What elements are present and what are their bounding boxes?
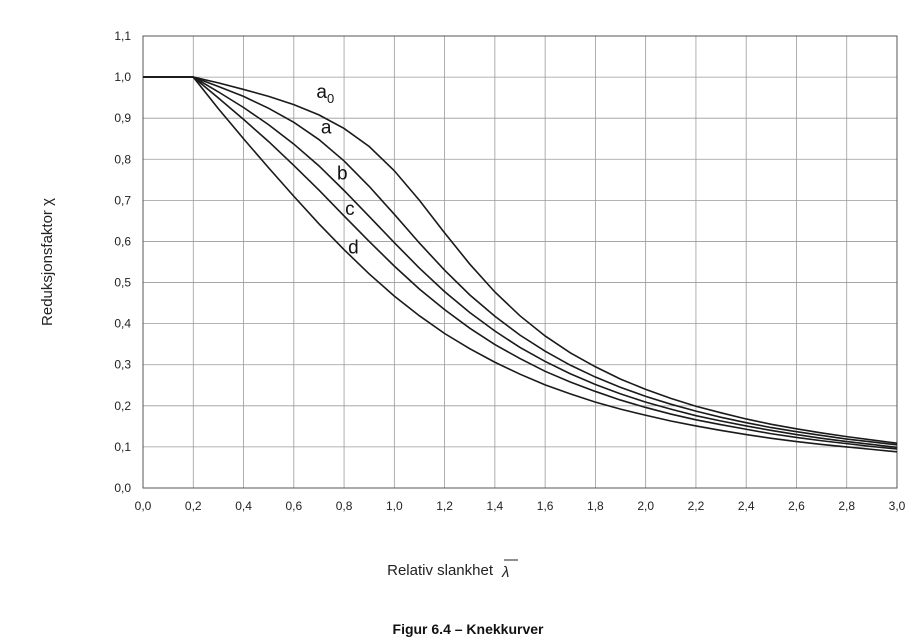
curve-label-4: d — [348, 237, 359, 258]
x-tick-label: 2,4 — [738, 499, 755, 513]
curve-label-subscript: 0 — [327, 91, 334, 106]
y-tick-label: 0,3 — [114, 358, 131, 372]
x-tick-label: 1,6 — [537, 499, 554, 513]
y-tick-label: 1,0 — [114, 70, 131, 84]
x-tick-label: 0,8 — [336, 499, 353, 513]
x-tick-label: 1,2 — [436, 499, 453, 513]
x-tick-label: 0,4 — [235, 499, 252, 513]
x-tick-label: 1,4 — [487, 499, 504, 513]
y-tick-label: 0,8 — [114, 152, 131, 166]
y-tick-label: 0,4 — [114, 317, 131, 331]
curve-label-1: a — [321, 118, 332, 139]
x-tick-label: 3,0 — [889, 499, 906, 513]
series-line-4 — [143, 76, 898, 453]
y-axis-ticks: 0,0 0,1 0,2 0,3 0,4 0,5 0,6 0,7 0,8 0,9 1,0 1,1 — [114, 29, 131, 495]
x-tick-label: 2,6 — [788, 499, 805, 513]
x-tick-label: 0,2 — [185, 499, 202, 513]
y-tick-label: 0,5 — [114, 276, 131, 290]
curve-label-0: a0 — [316, 82, 334, 106]
y-axis-title: Reduksjonsfaktor χ — [39, 198, 56, 326]
x-tick-label: 2,2 — [688, 499, 705, 513]
y-tick-label: 0,6 — [114, 234, 131, 248]
x-tick-label: 0,6 — [285, 499, 302, 513]
figure-caption: Figur 6.4 – Knekkurver — [393, 621, 545, 637]
series-line-0 — [143, 76, 898, 445]
y-tick-label: 0,7 — [114, 193, 131, 207]
x-axis-title: Relativ slankhet — [387, 562, 494, 579]
y-tick-label: 1,1 — [114, 29, 131, 43]
y-tick-label: 0,2 — [114, 399, 131, 413]
x-tick-label: 2,8 — [838, 499, 855, 513]
series-line-2 — [143, 76, 898, 449]
x-tick-label: 2,0 — [637, 499, 654, 513]
x-axis-symbol: λ — [501, 559, 518, 581]
y-tick-label: 0,0 — [114, 481, 131, 495]
y-tick-label: 0,9 — [114, 111, 131, 125]
y-tick-label: 0,1 — [114, 440, 131, 454]
curve-label-2: b — [337, 164, 348, 185]
x-tick-label: 1,8 — [587, 499, 604, 513]
series-group — [143, 76, 898, 453]
curve-label-3: c — [345, 199, 355, 220]
plot-frame — [142, 35, 898, 489]
x-axis-ticks: 0,0 0,2 0,4 0,6 0,8 1,0 1,2 1,4 1,6 1,8 2,0 2,2 2,4 2… — [135, 499, 906, 513]
x-tick-label: 1,0 — [386, 499, 403, 513]
grid — [143, 36, 897, 488]
series-line-3 — [143, 76, 898, 450]
x-axis-symbol-lambda: λ — [501, 564, 509, 581]
x-tick-label: 0,0 — [135, 499, 152, 513]
series-line-1 — [143, 76, 898, 446]
